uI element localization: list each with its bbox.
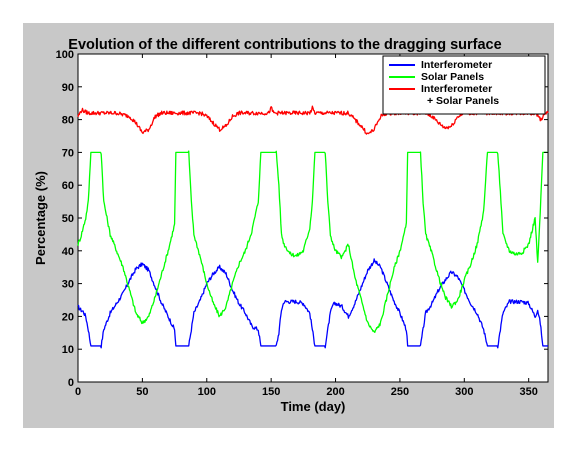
y-tick-label: 0	[68, 377, 74, 389]
y-tick-label: 50	[62, 213, 74, 225]
legend-label: Solar Panels	[421, 71, 484, 83]
legend-label: Interferometer	[421, 83, 492, 95]
y-axis-label: Percentage (%)	[33, 171, 48, 265]
x-tick-label: 200	[326, 386, 344, 398]
line-chart: Evolution of the different contributions…	[33, 37, 549, 414]
legend-label: + Solar Panels	[427, 95, 499, 107]
chart-title: Evolution of the different contributions…	[68, 37, 501, 53]
x-tick-label: 300	[455, 386, 473, 398]
x-tick-label: 50	[136, 386, 148, 398]
x-tick-label: 0	[75, 386, 81, 398]
x-tick-label: 350	[520, 386, 538, 398]
x-tick-label: 250	[391, 386, 409, 398]
y-tick-label: 10	[62, 344, 74, 356]
y-tick-label: 90	[62, 82, 74, 94]
y-tick-label: 30	[62, 279, 74, 291]
y-tick-label: 100	[56, 49, 74, 61]
y-tick-label: 70	[62, 147, 74, 159]
axis-layer: 0 50 100 150 200 250 300 350 0 10 20 30 40 50 60 70 80 90…	[56, 49, 548, 398]
legend-label: Interferometer	[421, 59, 492, 71]
figure-background: Evolution of the different contributions…	[23, 23, 554, 428]
x-axis-label: Time (day)	[281, 399, 346, 414]
series-line-2	[77, 150, 549, 334]
y-tick-label: 60	[62, 180, 74, 192]
series-line-1	[77, 258, 549, 349]
y-tick-label: 20	[62, 311, 74, 323]
y-tick-label: 40	[62, 246, 74, 258]
x-tick-label: 150	[262, 386, 280, 398]
x-tick-label: 100	[198, 386, 216, 398]
y-tick-label: 80	[62, 115, 74, 127]
